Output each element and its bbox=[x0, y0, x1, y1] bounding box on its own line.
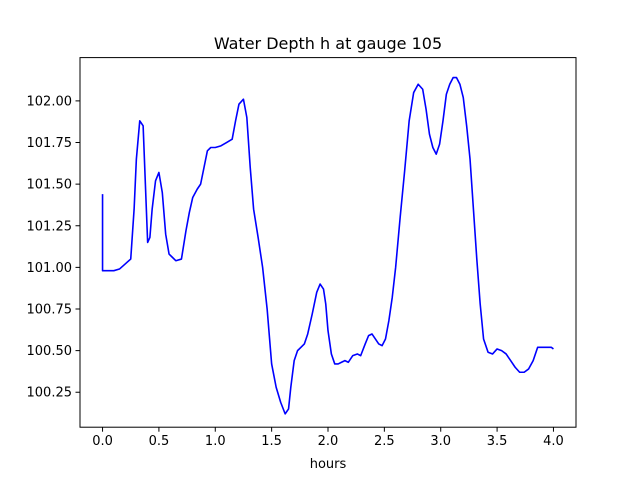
y-axis: 100.25 100.50 100.75 101.00 101.25 101.50 101.… bbox=[27, 94, 80, 401]
x-tick-label: 3.5 bbox=[487, 434, 508, 449]
x-axis-label: hours bbox=[310, 457, 347, 472]
x-tick-label: 4.0 bbox=[543, 434, 564, 449]
plot-area bbox=[101, 76, 554, 415]
chart-title: Water Depth h at gauge 105 bbox=[214, 34, 442, 53]
x-axis: 0.0 0.5 1.0 1.5 2.0 2.5 3.0 3.5 4.0 bbox=[92, 427, 564, 449]
x-tick-label: 3.0 bbox=[430, 434, 451, 449]
series-line-0 bbox=[101, 76, 554, 415]
y-tick-label: 101.00 bbox=[27, 261, 73, 276]
y-tick-label: 101.25 bbox=[27, 219, 73, 234]
y-tick-label: 100.75 bbox=[27, 302, 73, 317]
x-tick-label: 2.5 bbox=[374, 434, 395, 449]
y-tick-label: 101.75 bbox=[27, 136, 73, 151]
x-tick-label: 0.0 bbox=[92, 434, 113, 449]
y-tick-label: 100.25 bbox=[27, 386, 73, 401]
y-tick-label: 100.50 bbox=[27, 344, 73, 359]
x-tick-label: 1.5 bbox=[261, 434, 282, 449]
x-tick-label: 0.5 bbox=[149, 434, 170, 449]
y-tick-label: 102.00 bbox=[27, 94, 73, 109]
y-tick-label: 101.50 bbox=[27, 178, 73, 193]
x-tick-label: 1.0 bbox=[205, 434, 226, 449]
x-tick-label: 2.0 bbox=[318, 434, 339, 449]
